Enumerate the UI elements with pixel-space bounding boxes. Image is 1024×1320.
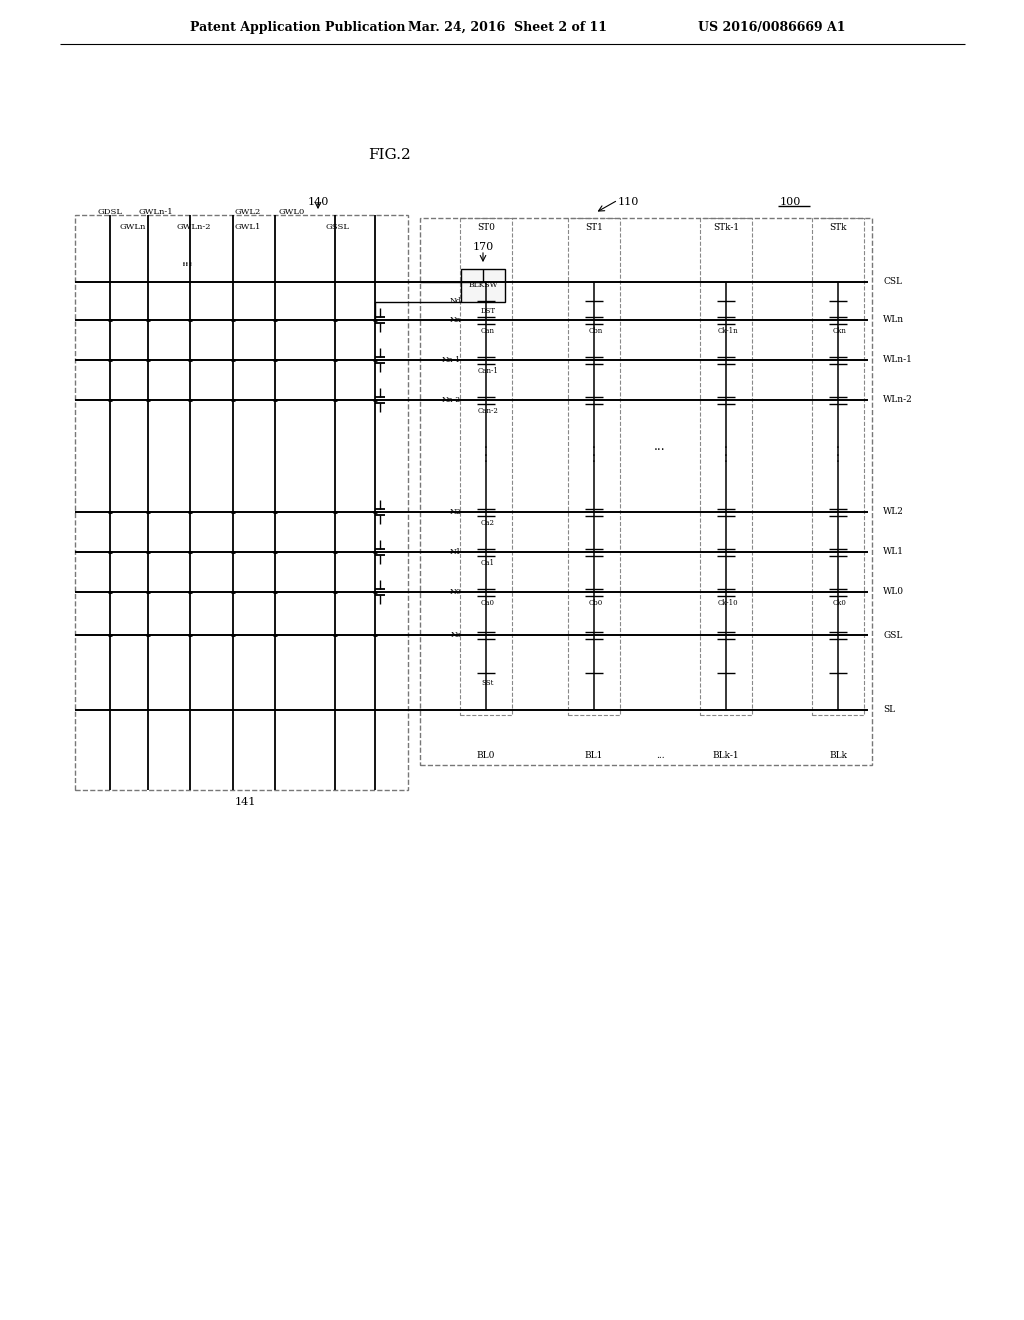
Text: .: . xyxy=(592,446,596,458)
Text: WLn-2: WLn-2 xyxy=(883,396,912,404)
Text: BLk-1: BLk-1 xyxy=(713,751,739,759)
Text: Ca2: Ca2 xyxy=(481,519,495,527)
Text: BLKSW: BLKSW xyxy=(468,281,498,289)
Text: GWL1: GWL1 xyxy=(234,223,261,231)
Text: .: . xyxy=(484,453,488,466)
Text: DST: DST xyxy=(480,308,496,315)
Text: .: . xyxy=(592,438,596,451)
Bar xyxy=(75,215,408,789)
Text: 110: 110 xyxy=(617,197,639,207)
Text: 100: 100 xyxy=(779,197,801,207)
Text: BL1: BL1 xyxy=(585,751,603,759)
Text: Can-1: Can-1 xyxy=(477,367,499,375)
Text: WL2: WL2 xyxy=(883,507,904,516)
Text: N2: N2 xyxy=(450,508,461,516)
Text: Ck0: Ck0 xyxy=(834,599,847,607)
Text: US 2016/0086669 A1: US 2016/0086669 A1 xyxy=(698,21,846,33)
Text: Nd: Nd xyxy=(450,297,461,305)
Text: SL: SL xyxy=(883,705,895,714)
Text: ...: ... xyxy=(182,256,194,269)
Text: WLn: WLn xyxy=(883,315,904,325)
Text: GWLn: GWLn xyxy=(120,223,146,231)
Text: .: . xyxy=(724,446,728,458)
Text: WLn-1: WLn-1 xyxy=(883,355,912,364)
Text: Cb0: Cb0 xyxy=(589,599,603,607)
Text: N1: N1 xyxy=(450,548,461,556)
Text: Ck-10: Ck-10 xyxy=(718,599,738,607)
Text: .: . xyxy=(484,438,488,451)
Bar xyxy=(700,218,752,715)
Text: SSt: SSt xyxy=(482,678,495,686)
Text: Mar. 24, 2016  Sheet 2 of 11: Mar. 24, 2016 Sheet 2 of 11 xyxy=(408,21,607,33)
Text: ...: ... xyxy=(182,253,194,267)
Text: 170: 170 xyxy=(472,242,494,252)
Text: GSL: GSL xyxy=(883,631,902,639)
Text: Nn: Nn xyxy=(450,315,461,323)
Text: .: . xyxy=(836,446,840,458)
Text: .: . xyxy=(724,438,728,451)
Text: .: . xyxy=(836,453,840,466)
Text: N0: N0 xyxy=(450,587,461,597)
Text: Ca1: Ca1 xyxy=(481,558,495,568)
Text: Can: Can xyxy=(481,327,495,335)
Text: GWLn-1: GWLn-1 xyxy=(138,209,173,216)
Text: ...: ... xyxy=(655,751,665,759)
Text: 140: 140 xyxy=(307,197,329,207)
Text: Nn-2: Nn-2 xyxy=(442,396,461,404)
Text: .: . xyxy=(724,453,728,466)
Text: ST0: ST0 xyxy=(477,223,495,231)
Text: Ca0: Ca0 xyxy=(481,599,495,607)
Text: GWL2: GWL2 xyxy=(234,209,261,216)
Text: GDSL: GDSL xyxy=(97,209,123,216)
Text: BLk: BLk xyxy=(829,751,847,759)
Text: STk-1: STk-1 xyxy=(713,223,739,231)
Text: STk: STk xyxy=(829,223,847,231)
Bar xyxy=(420,218,872,766)
Text: WL0: WL0 xyxy=(883,587,904,597)
Text: Patent Application Publication: Patent Application Publication xyxy=(190,21,406,33)
Text: Ck-1n: Ck-1n xyxy=(718,327,738,335)
Text: .: . xyxy=(484,446,488,458)
Text: Can-2: Can-2 xyxy=(477,407,499,414)
Text: .: . xyxy=(592,453,596,466)
Text: FIG.2: FIG.2 xyxy=(369,148,412,162)
Text: Ckn: Ckn xyxy=(834,327,847,335)
Text: Ns: Ns xyxy=(451,631,461,639)
Bar xyxy=(568,218,620,715)
Text: CSL: CSL xyxy=(883,277,902,286)
Text: GSSL: GSSL xyxy=(326,223,350,231)
Text: GWL0: GWL0 xyxy=(279,209,305,216)
Text: ...: ... xyxy=(654,441,666,454)
Text: ST1: ST1 xyxy=(585,223,603,231)
Text: GWLn-2: GWLn-2 xyxy=(177,223,211,231)
Text: Cbn: Cbn xyxy=(589,327,603,335)
Text: WL1: WL1 xyxy=(883,548,904,557)
Bar xyxy=(460,218,512,715)
Text: .: . xyxy=(836,438,840,451)
Text: 141: 141 xyxy=(234,797,256,807)
Bar xyxy=(812,218,864,715)
Text: Nn-1: Nn-1 xyxy=(442,356,461,364)
Bar xyxy=(461,269,505,302)
Text: BL0: BL0 xyxy=(477,751,496,759)
